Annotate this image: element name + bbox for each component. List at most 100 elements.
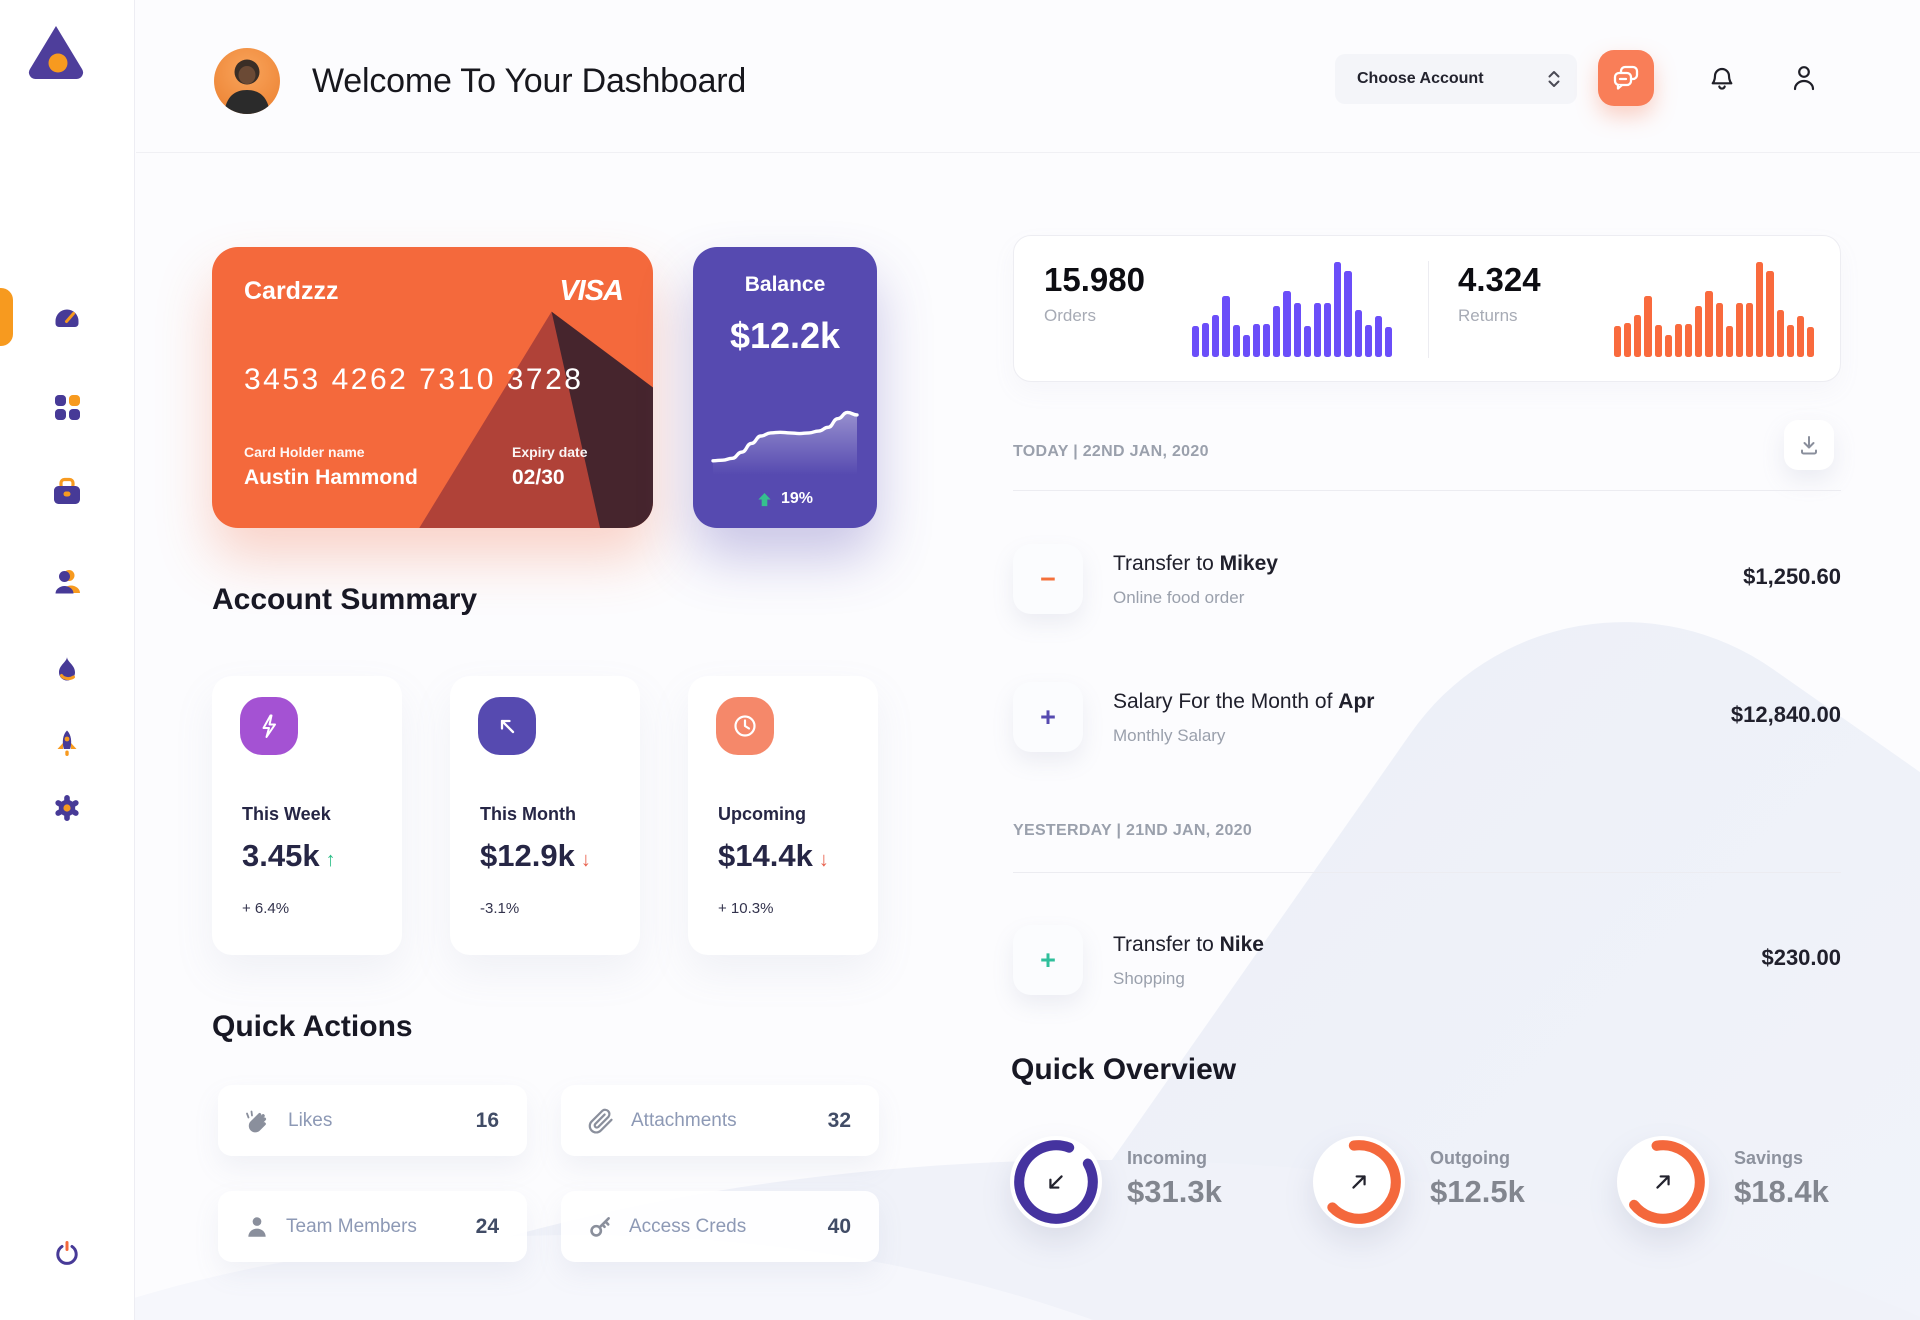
arrow-up-right-icon <box>1656 1175 1670 1189</box>
transaction-row[interactable]: + Transfer to Nike Shopping $230.00 <box>1013 925 1841 995</box>
sidebar-item-settings[interactable] <box>44 785 90 831</box>
flame-icon <box>59 656 75 681</box>
savings-ring <box>1617 1136 1709 1228</box>
summary-card-upcoming[interactable]: Upcoming $14.4k ↓ + 10.3% <box>688 676 878 955</box>
account-selector[interactable]: Choose Account <box>1335 54 1577 104</box>
power-icon <box>56 1241 78 1265</box>
sidebar-item-work[interactable] <box>44 469 90 515</box>
stats-divider <box>1428 261 1429 358</box>
transaction-title: Transfer to Nike <box>1113 933 1264 957</box>
speedometer-icon <box>55 309 79 327</box>
account-selector-label: Choose Account <box>1357 70 1484 87</box>
transaction-sign-tile: + <box>1013 682 1083 752</box>
transaction-title-prefix: Salary For the Month of <box>1113 690 1339 713</box>
balance-card[interactable]: Balance $12.2k 19% <box>693 247 877 528</box>
download-button[interactable] <box>1784 420 1834 470</box>
transaction-sign-tile: + <box>1013 925 1083 995</box>
summary-delta: + 10.3% <box>718 900 774 917</box>
sidebar-item-dashboard[interactable] <box>44 293 90 339</box>
summary-delta: + 6.4% <box>242 900 290 917</box>
transaction-title-bold: Nike <box>1219 933 1264 956</box>
plus-icon: + <box>1040 701 1056 732</box>
summary-card-this-week[interactable]: This Week 3.45k ↑ + 6.4% <box>212 676 402 955</box>
quick-action-attachments[interactable]: Attachments 32 <box>561 1085 879 1156</box>
transaction-row[interactable]: − Transfer to Mikey Online food order $1… <box>1013 544 1841 614</box>
transaction-amount: $12,840.00 <box>1730 702 1841 727</box>
quick-action-count: 24 <box>475 1214 499 1238</box>
card-name: Cardzzz <box>244 277 339 305</box>
sidebar-item-launch[interactable] <box>44 720 90 766</box>
returns-bar-chart <box>1614 262 1815 357</box>
triangle-logo-icon <box>28 26 84 80</box>
transaction-title-bold: Mikey <box>1219 552 1278 575</box>
transaction-amount: $1,250.60 <box>1743 564 1841 589</box>
summary-card-this-month[interactable]: This Month $12.9k ↓ -3.1% <box>450 676 640 955</box>
incoming-value: $31.3k <box>1127 1174 1222 1209</box>
quick-action-count: 32 <box>827 1108 851 1132</box>
logout-button[interactable] <box>44 1231 90 1277</box>
clock-icon <box>716 697 774 755</box>
clap-icon <box>246 1110 267 1132</box>
summary-delta: -3.1% <box>480 900 520 917</box>
summary-value-text: $14.4k <box>718 838 813 873</box>
transaction-title: Salary For the Month of Apr <box>1113 690 1374 714</box>
sidebar-item-team[interactable] <box>44 559 90 605</box>
chevron-up-down-icon <box>1548 71 1560 87</box>
trend-down-icon: ↓ <box>818 849 829 871</box>
bell-icon <box>1711 67 1733 90</box>
sidebar <box>0 0 135 1320</box>
transaction-title-bold: Apr <box>1338 690 1375 713</box>
gear-icon <box>55 795 79 821</box>
returns-label: Returns <box>1458 306 1518 325</box>
trend-up-icon: ↑ <box>325 849 336 871</box>
chat-button[interactable] <box>1598 50 1654 106</box>
incoming-label: Incoming <box>1127 1148 1207 1168</box>
sidebar-item-trending[interactable] <box>44 646 90 692</box>
transaction-sign-tile: − <box>1013 544 1083 614</box>
outgoing-value: $12.5k <box>1430 1174 1525 1209</box>
summary-label: This Month <box>480 804 576 824</box>
summary-value-text: 3.45k <box>242 838 320 873</box>
quick-action-count: 40 <box>827 1214 851 1238</box>
savings-label: Savings <box>1734 1148 1804 1168</box>
transaction-group-date: YESTERDAY | 21ND JAN, 2020 <box>1013 822 1253 839</box>
card-holder-name: Austin Hammond <box>244 466 418 489</box>
briefcase-icon <box>54 477 80 504</box>
summary-value: $14.4k ↓ <box>718 838 829 874</box>
visa-logo: VISA <box>559 275 624 307</box>
lightning-icon <box>240 697 298 755</box>
quick-action-likes[interactable]: Likes 16 <box>218 1085 527 1156</box>
key-icon <box>590 1216 610 1237</box>
arrow-up-left-icon <box>478 697 536 755</box>
card-holder-label: Card Holder name <box>244 444 365 460</box>
header-divider <box>136 152 1920 153</box>
card-number: 3453 4262 7310 3728 <box>244 363 584 396</box>
notifications-button[interactable] <box>1700 56 1744 100</box>
page-title: Welcome To Your Dashboard <box>312 62 747 100</box>
orders-bar-chart <box>1192 262 1393 357</box>
rocket-icon <box>57 730 77 756</box>
incoming-ring <box>1010 1136 1102 1228</box>
minus-icon: − <box>1040 563 1056 594</box>
download-icon <box>1801 436 1817 455</box>
credit-card[interactable]: Cardzzz VISA 3453 4262 7310 3728 Card Ho… <box>212 247 653 528</box>
transaction-row[interactable]: + Salary For the Month of Apr Monthly Sa… <box>1013 682 1841 752</box>
divider <box>1013 490 1841 491</box>
sidebar-item-apps[interactable] <box>44 384 90 430</box>
transaction-subtitle: Online food order <box>1113 588 1245 607</box>
quick-action-team-members[interactable]: Team Members 24 <box>218 1191 527 1262</box>
active-nav-indicator <box>0 288 13 346</box>
balance-amount: $12.2k <box>729 315 841 356</box>
user-avatar[interactable] <box>214 48 280 114</box>
trend-down-icon: ↓ <box>580 849 591 871</box>
quick-action-access-creds[interactable]: Access Creds 40 <box>561 1191 879 1262</box>
outgoing-label: Outgoing <box>1430 1148 1510 1168</box>
profile-button[interactable] <box>1782 56 1826 100</box>
avatar-portrait-icon <box>224 59 270 114</box>
chat-icon <box>1613 65 1639 90</box>
transaction-amount: $230.00 <box>1761 945 1841 970</box>
summary-value: 3.45k ↑ <box>242 838 336 874</box>
arrow-up-icon <box>758 492 771 506</box>
summary-label: Upcoming <box>718 804 806 824</box>
